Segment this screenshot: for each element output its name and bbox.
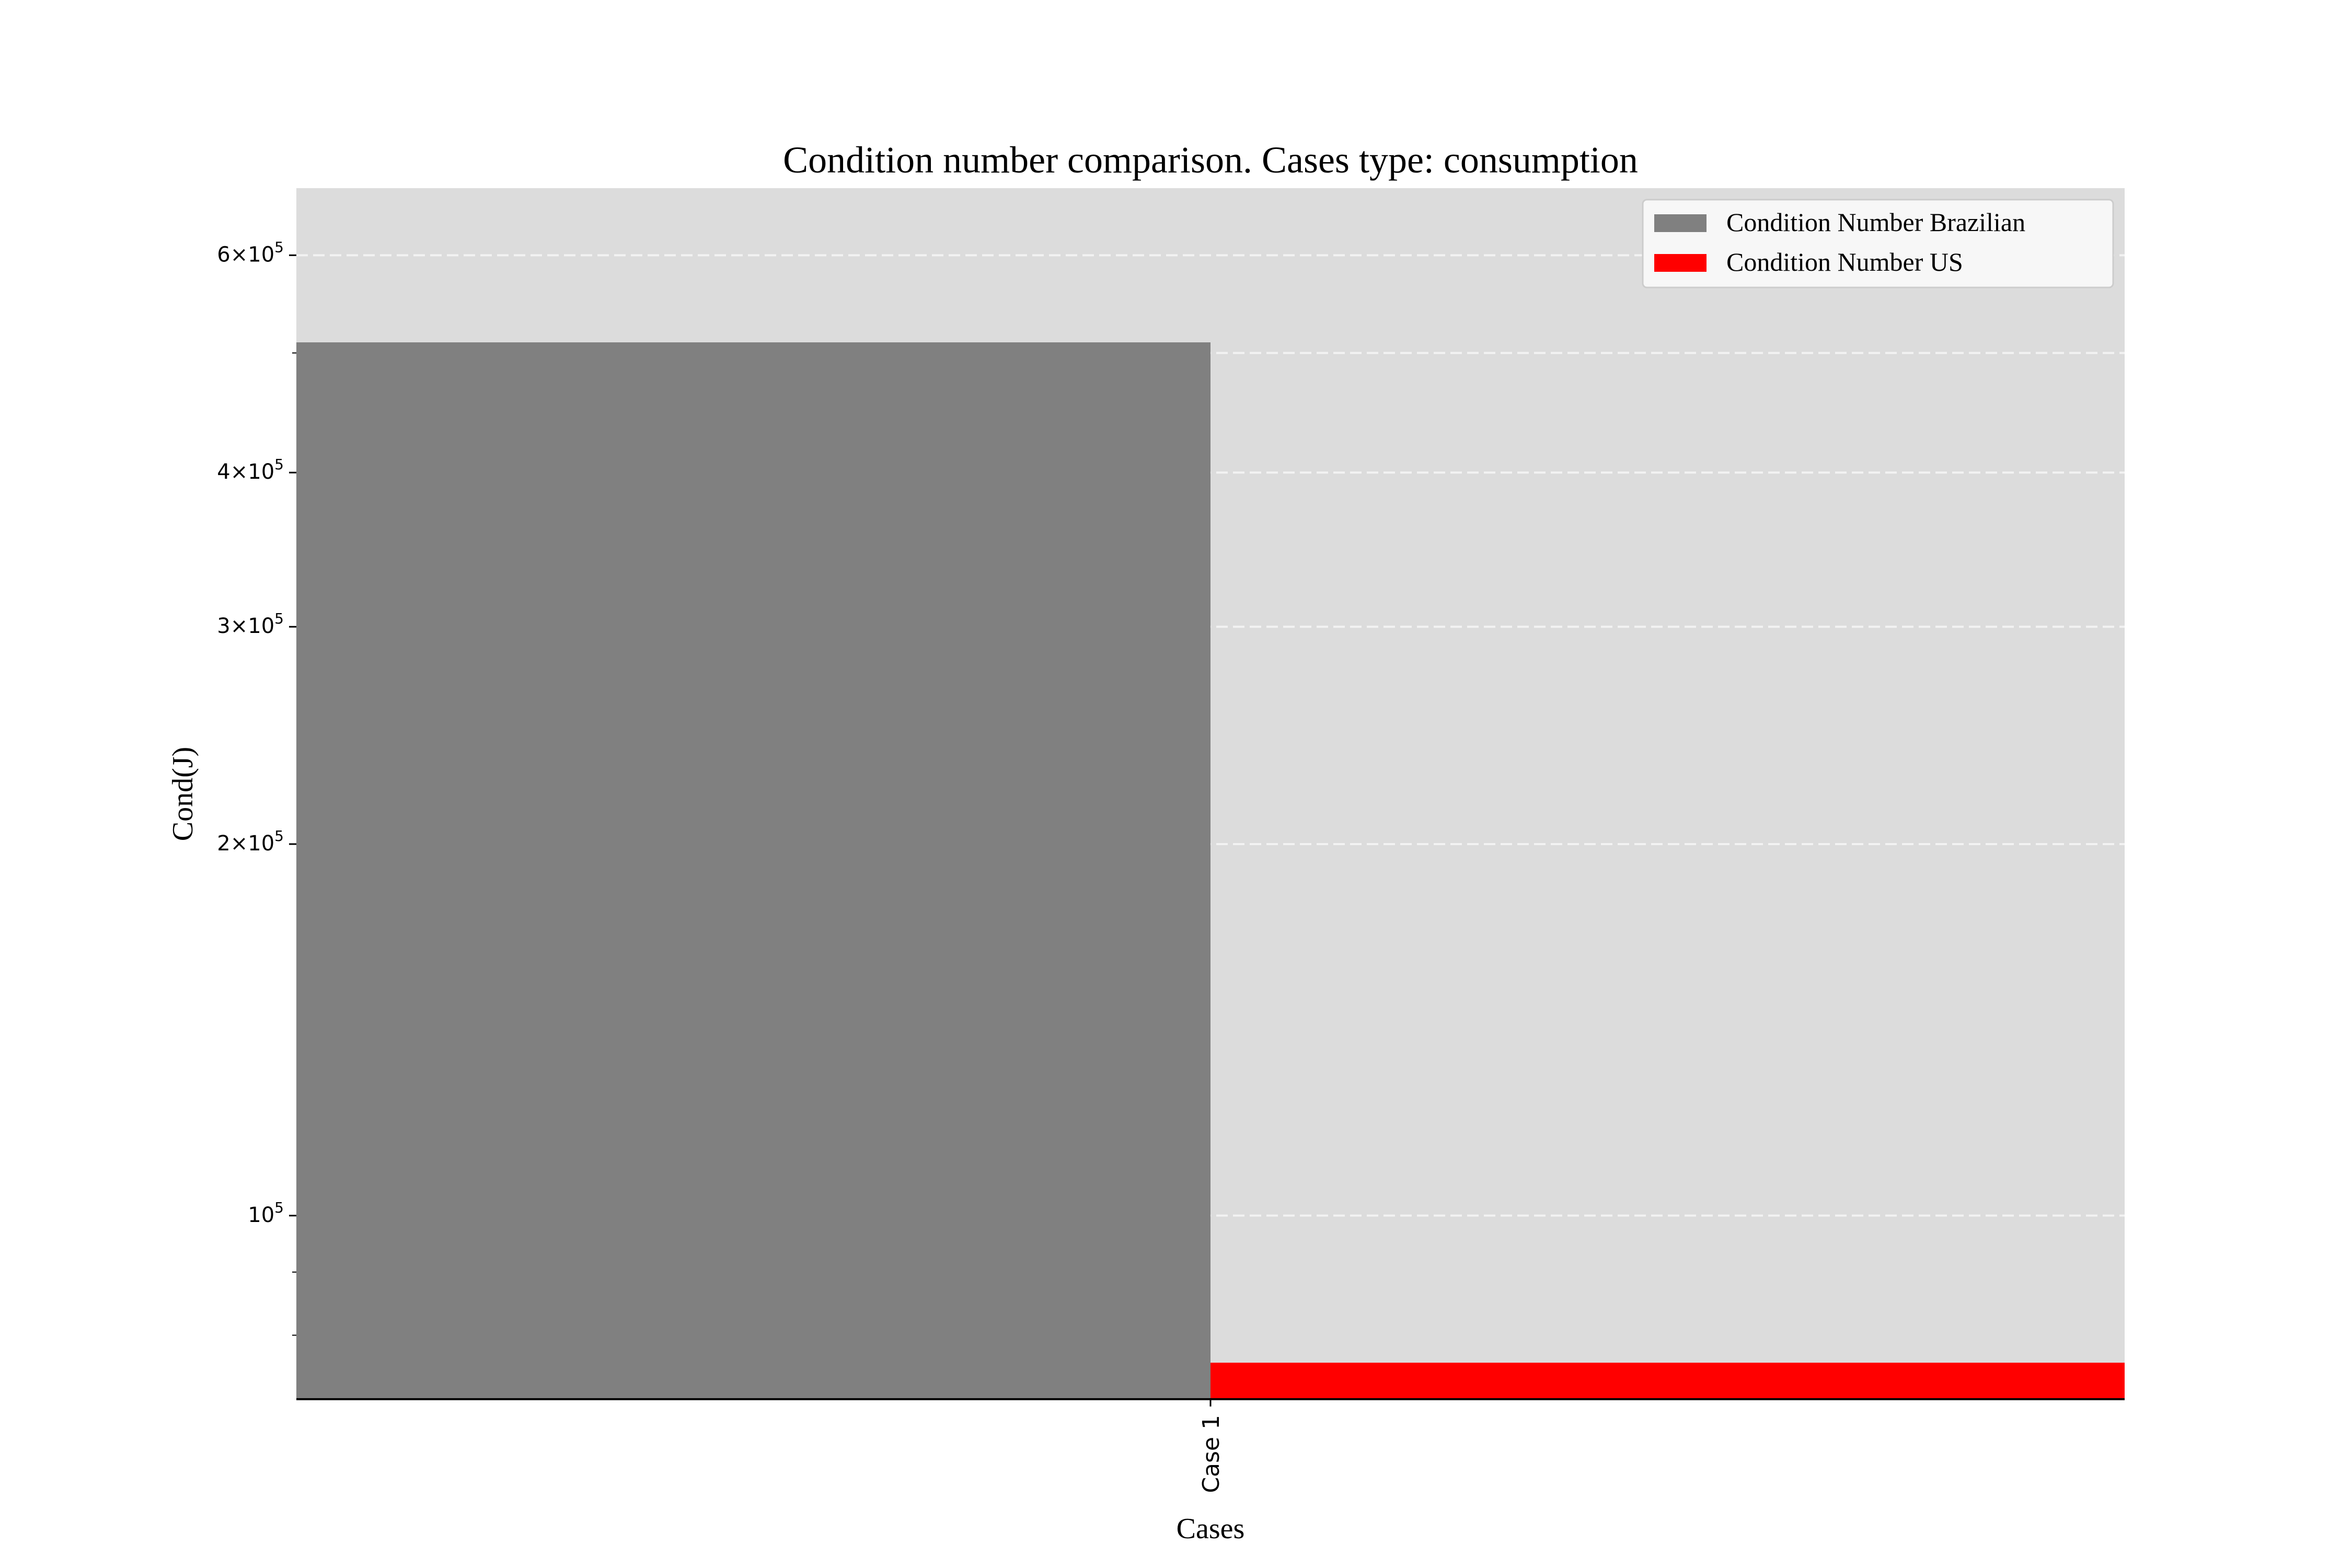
y-tick-label: 105 — [248, 1199, 284, 1227]
y-tick-label-base: 3×10 — [217, 614, 274, 638]
y-axis-label: Cond(J) — [167, 747, 199, 841]
x-tick-label: Case 1 — [1198, 1415, 1225, 1493]
y-tick-label: 6×105 — [217, 238, 284, 267]
bar — [296, 342, 1210, 1399]
y-tick-label-exponent: 5 — [274, 456, 284, 473]
x-axis-label: Cases — [1177, 1513, 1245, 1545]
bar — [1210, 1363, 2125, 1399]
y-tick-label-base: 4×10 — [217, 460, 274, 484]
y-tick-label: 3×105 — [217, 610, 284, 638]
y-tick-label-base: 6×10 — [217, 243, 274, 267]
chart-title: Condition number comparison. Cases type:… — [783, 139, 1638, 181]
y-tick-label-exponent: 5 — [274, 238, 284, 256]
legend-label: Condition Number US — [1726, 247, 1963, 276]
y-tick-label-base: 2×10 — [217, 832, 274, 856]
y-tick-label-exponent: 5 — [274, 610, 284, 627]
y-tick-label: 4×105 — [217, 456, 284, 484]
y-tick-label-exponent: 5 — [274, 827, 284, 845]
y-tick-label: 2×105 — [217, 827, 284, 856]
y-tick-label-exponent: 5 — [274, 1199, 284, 1216]
legend-label: Condition Number Brazilian — [1726, 207, 2025, 237]
bars — [296, 342, 2125, 1399]
legend-swatch — [1654, 214, 1707, 232]
legend-box — [1642, 199, 2114, 289]
legend-swatch — [1654, 254, 1707, 272]
y-tick-label-base: 10 — [248, 1203, 274, 1227]
legend: Condition Number Brazilian Condition Numb… — [1642, 199, 2114, 289]
